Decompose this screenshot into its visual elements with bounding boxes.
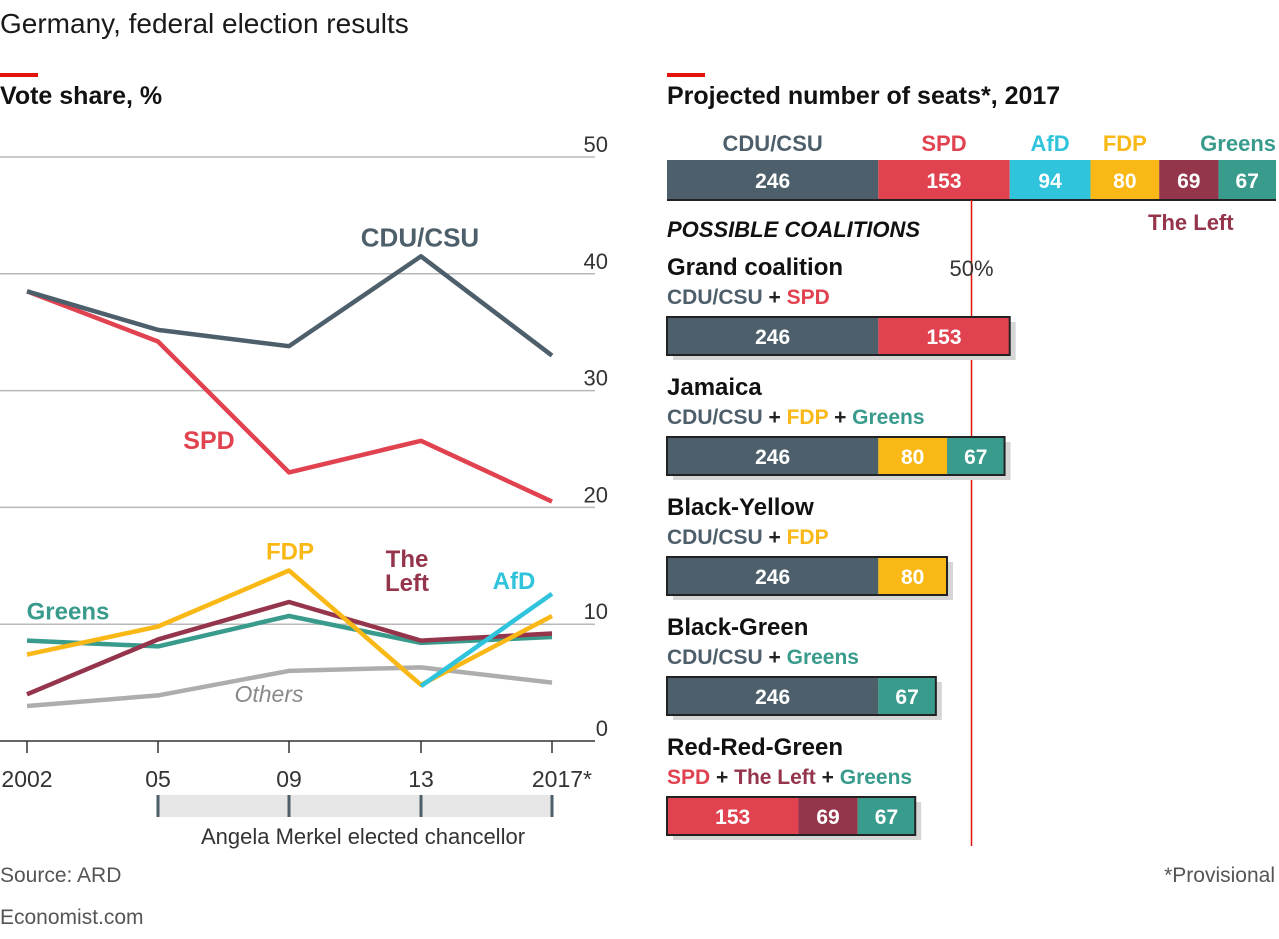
brand-credit: Economist.com (0, 906, 144, 929)
left-red-marker (0, 73, 38, 77)
source-note: Source: ARD (0, 864, 122, 887)
seat-bar-spd (878, 160, 1010, 200)
coalitions-heading: POSSIBLE COALITIONS (667, 217, 920, 242)
seat-value-greens: 67 (1236, 170, 1259, 193)
series-line-others (26, 665, 553, 709)
seat-party-name-the-left: The Left (1148, 210, 1234, 235)
right-red-marker (667, 73, 705, 77)
series-label-fdp: FDP (266, 538, 314, 565)
y-tick-label-50: 50 (584, 132, 608, 157)
x-tick-label-3: 13 (408, 766, 434, 792)
seat-bar-afd (1009, 160, 1091, 200)
coalition-segment-red-red-green-the-left (798, 797, 858, 835)
left-subtitle: Vote share, % (0, 82, 163, 110)
series-line-the-left (26, 599, 553, 697)
coalition-segment-black-yellow-fdp (878, 557, 948, 595)
chart-title: Germany, federal election results (0, 8, 409, 39)
coalition-value-red-red-green-the-left: 69 (816, 806, 839, 829)
coalition-name-jamaica: Jamaica (667, 374, 762, 401)
x-tick-label-1: 05 (145, 766, 171, 792)
series-line-greens (26, 613, 553, 649)
provisional-footnote: *Provisional (1164, 864, 1275, 887)
series-label-afd: AfD (493, 568, 536, 595)
y-tick-label-10: 10 (584, 599, 608, 624)
seat-value-the-left: 69 (1177, 170, 1200, 193)
seat-bar-the-left (1159, 160, 1219, 200)
coalition-name-grand-coalition: Grand coalition (667, 254, 843, 281)
coalition-value-jamaica-fdp: 80 (901, 446, 924, 469)
coalition-value-black-green-cdu-csu: 246 (755, 686, 790, 709)
coalition-value-jamaica-greens: 67 (964, 446, 987, 469)
series-label-cdu-csu: CDU/CSU (361, 222, 479, 252)
coalition-formula-grand-coalition: CDU/CSU + SPD (667, 286, 830, 309)
y-tick-label-40: 40 (584, 249, 608, 274)
series-line-afd (419, 591, 554, 688)
coalition-segment-grand-coalition-cdu-csu (667, 317, 879, 355)
series-line-cdu-csu (26, 254, 554, 358)
merkel-band (158, 795, 552, 817)
series-label-the-left-0: The (386, 546, 429, 573)
coalition-value-jamaica-cdu-csu: 246 (755, 446, 790, 469)
vote-share-line-chart: 0 10 20 30 40 50 2002 05 09 13 2017* Angela Merkel … (0, 132, 608, 849)
majority-label: 50% (949, 256, 993, 281)
merkel-annotation: Angela Merkel elected chancellor (201, 824, 525, 849)
coalition-formula-black-green: CDU/CSU + Greens (667, 646, 859, 669)
coalition-bar-outline-red-red-green (666, 796, 917, 836)
coalition-segment-black-green-cdu-csu (667, 677, 879, 715)
seat-value-afd: 94 (1038, 170, 1062, 193)
coalition-segment-grand-coalition-spd (878, 317, 1010, 355)
coalition-formula-red-red-green: SPD + The Left + Greens (667, 766, 912, 789)
coalition-segment-jamaica-fdp (878, 437, 948, 475)
coalition-name-red-red-green: Red-Red-Green (667, 734, 843, 761)
coalition-bar-outline-jamaica (666, 436, 1006, 476)
coalition-value-black-yellow-fdp: 80 (901, 566, 924, 589)
coalition-name-black-yellow: Black-Yellow (667, 494, 814, 521)
series-label-spd: SPD (183, 427, 234, 455)
x-tick-label-4: 2017* (532, 766, 592, 792)
seat-value-fdp: 80 (1113, 170, 1136, 193)
seat-party-name-fdp: FDP (1103, 131, 1147, 156)
coalition-value-red-red-green-greens: 67 (875, 806, 898, 829)
coalition-segment-black-yellow-cdu-csu (667, 557, 879, 595)
series-line-spd (26, 289, 553, 504)
seat-party-name-cdu-csu: CDU/CSU (723, 131, 823, 156)
y-tick-label-0: 0 (596, 716, 608, 741)
coalition-segment-black-green-greens (878, 677, 936, 715)
seat-bar-fdp (1090, 160, 1160, 200)
y-tick-label-30: 30 (584, 366, 608, 391)
x-tick-label-2: 09 (276, 766, 302, 792)
series-line-fdp (26, 568, 554, 688)
coalition-value-grand-coalition-spd: 153 (926, 326, 961, 349)
x-tick-label-0: 2002 (1, 766, 52, 792)
coalition-value-black-green-greens: 67 (895, 686, 918, 709)
coalition-value-black-yellow-cdu-csu: 246 (755, 566, 790, 589)
seat-bar-greens (1218, 160, 1276, 200)
series-label-others: Others (234, 681, 304, 707)
coalition-segment-red-red-green-greens (857, 797, 916, 835)
seats-bar-chart: 246 153 94 80 69 67 CDU/CSU SPD AfD FDP Greens The … (666, 131, 1276, 846)
seat-party-name-afd: AfD (1031, 131, 1070, 156)
coalition-formula-black-yellow: CDU/CSU + FDP (667, 526, 829, 549)
coalition-value-grand-coalition-cdu-csu: 246 (755, 326, 790, 349)
y-tick-label-20: 20 (584, 482, 608, 507)
series-label-greens: Greens (27, 599, 110, 626)
coalition-bar-outline-black-yellow (666, 556, 949, 596)
coalition-bar-outline-grand-coalition (666, 316, 1011, 356)
seat-party-name-spd: SPD (921, 131, 966, 156)
coalition-value-red-red-green-spd: 153 (715, 806, 750, 829)
coalition-bar-outline-black-green (666, 676, 937, 716)
coalition-formula-jamaica: CDU/CSU + FDP + Greens (667, 406, 925, 429)
coalition-segment-jamaica-cdu-csu (667, 437, 879, 475)
seat-value-spd: 153 (926, 170, 961, 193)
series-label-the-left-1: Left (385, 570, 429, 597)
seat-party-name-greens: Greens (1200, 131, 1276, 156)
seat-bar-cdu-csu (667, 160, 879, 200)
coalition-segment-jamaica-greens (947, 437, 1005, 475)
seat-value-cdu-csu: 246 (755, 170, 790, 193)
coalition-segment-red-red-green-spd (667, 797, 799, 835)
right-subtitle: Projected number of seats*, 2017 (667, 82, 1061, 110)
coalition-name-black-green: Black-Green (667, 614, 808, 641)
